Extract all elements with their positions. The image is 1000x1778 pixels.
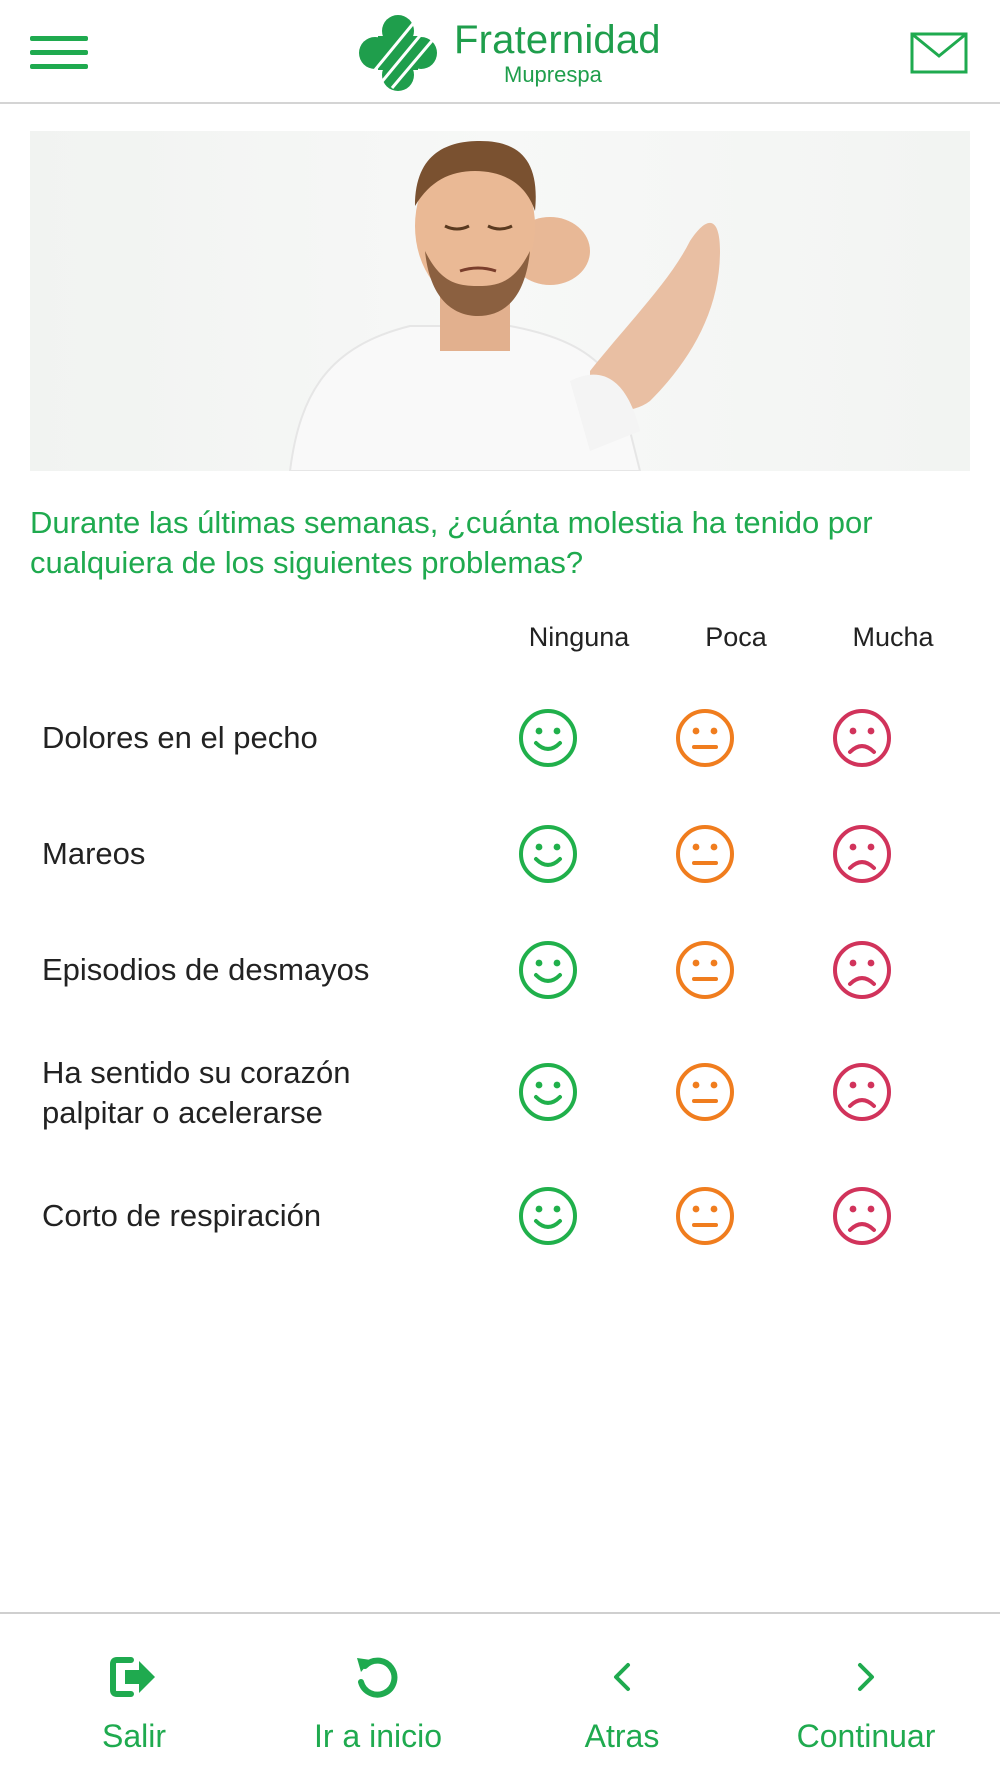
happy-face-icon[interactable] [517,823,579,885]
mail-icon[interactable] [910,32,968,74]
restart-icon [357,1657,398,1698]
column-header-ninguna: Ninguna [528,622,630,652]
home-button[interactable]: Ir a inicio [268,1654,488,1764]
row-label-dizziness: Mareos [42,836,146,871]
continue-label: Continuar [796,1718,936,1754]
question-text: Durante las últimas semanas, ¿cuánta mol… [30,505,873,580]
happy-face-icon[interactable] [517,1061,579,1123]
column-header-poca: Poca [705,622,767,652]
back-label: Atras [584,1718,660,1754]
sad-face-icon[interactable] [831,707,893,769]
sad-face-icon[interactable] [831,823,893,885]
continue-button[interactable]: Continuar [756,1654,976,1764]
row-label-fainting: Episodios de desmayos [42,952,370,987]
row-label-chest-pain: Dolores en el pecho [42,720,318,755]
sad-face-icon[interactable] [831,1185,893,1247]
chevron-right-icon [858,1663,874,1691]
home-label: Ir a inicio [313,1718,443,1754]
app-header: Fraternidad Muprespa [0,0,1000,104]
row-label-palpitations: Ha sentido su corazón palpitar o acelera… [42,1055,351,1130]
chevron-left-icon [614,1663,630,1691]
neutral-face-icon[interactable] [674,939,736,1001]
hamburger-menu-icon[interactable] [30,34,88,72]
happy-face-icon[interactable] [517,939,579,1001]
neutral-face-icon[interactable] [674,1061,736,1123]
neutral-face-icon[interactable] [674,707,736,769]
neutral-face-icon[interactable] [674,1185,736,1247]
row-label-shortness-breath: Corto de respiración [42,1198,322,1233]
happy-face-icon[interactable] [517,1185,579,1247]
footer-nav: Salir Ir a inicio Atras Continuar [0,1612,1000,1778]
exit-icon [110,1657,155,1697]
happy-face-icon[interactable] [517,707,579,769]
exit-button[interactable]: Salir [24,1654,244,1764]
exit-label: Salir [101,1718,166,1754]
neutral-face-icon[interactable] [674,823,736,885]
sad-face-icon[interactable] [831,1061,893,1123]
back-button[interactable]: Atras [512,1654,732,1764]
brand-name: Fraternidad [454,18,661,62]
brand-subtitle: Muprespa [504,62,602,87]
brand-logo: Fraternidad Muprespa [348,14,668,92]
clover-logo-icon [359,15,438,91]
sad-face-icon[interactable] [831,939,893,1001]
hero-image [30,131,970,471]
column-header-mucha: Mucha [852,622,934,652]
